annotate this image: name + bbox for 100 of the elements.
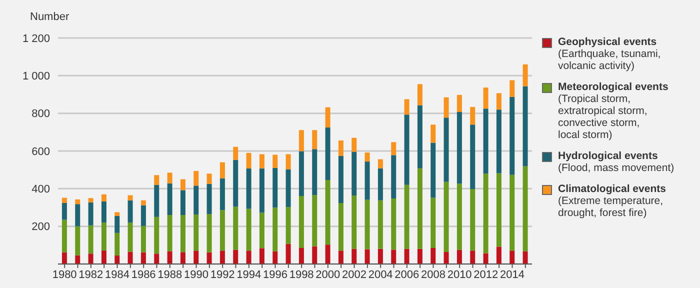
bar: [298, 151, 304, 196]
bar: [510, 96, 515, 175]
bar: [364, 152, 370, 162]
bar: [378, 168, 383, 200]
bar: [286, 169, 291, 208]
bar: [206, 174, 212, 184]
bar: [417, 168, 422, 249]
bar: [312, 149, 318, 196]
x-tick-label: 2010: [447, 268, 472, 281]
bar: [286, 207, 291, 244]
bar: [444, 97, 449, 118]
legend-label: Geophysical events (Earthquake, tsunami, volcanic activity): [558, 36, 661, 72]
bar: [325, 127, 330, 180]
bar: [128, 200, 133, 223]
bar: [206, 184, 212, 214]
x-tick-label: 2006: [394, 268, 420, 281]
bar: [259, 154, 264, 168]
bar: [483, 253, 488, 264]
bar: [259, 168, 264, 213]
bar: [272, 154, 278, 168]
bar: [259, 248, 264, 264]
bar: [233, 146, 238, 160]
bar: [391, 142, 396, 156]
bar: [470, 124, 476, 190]
bar: [194, 186, 199, 214]
bar: [325, 107, 330, 128]
bar: [352, 152, 357, 196]
bar: [246, 152, 252, 169]
bar: [62, 252, 67, 264]
x-tick-label: 1992: [210, 268, 235, 281]
bar: [101, 194, 106, 202]
bar: [220, 162, 225, 178]
x-tick-label: 1988: [158, 268, 182, 281]
bar: [167, 251, 172, 264]
bar: [312, 246, 318, 264]
y-tick-label: 200: [32, 221, 50, 234]
y-tick-label: 800: [32, 108, 50, 120]
bar: [194, 214, 199, 251]
bar: [470, 189, 476, 251]
bar: [325, 180, 330, 245]
bar: [483, 108, 488, 174]
x-tick-label: 1984: [105, 268, 130, 281]
bar: [352, 138, 357, 152]
x-tick-label: 1986: [131, 268, 156, 281]
x-tick-label: 1994: [236, 268, 262, 281]
bar: [154, 175, 160, 185]
bar: [430, 248, 436, 264]
bar: [417, 84, 422, 106]
bar: [114, 212, 120, 216]
bar: [364, 200, 370, 250]
bar: [483, 88, 488, 109]
bar: [391, 198, 396, 250]
x-tick-label: 1998: [289, 268, 314, 281]
bar: [404, 114, 410, 185]
bar: [496, 110, 502, 174]
bar: [140, 205, 146, 226]
bar: [286, 244, 291, 264]
bar: [444, 252, 449, 264]
bar: [206, 252, 212, 264]
y-tick-label: 600: [32, 146, 50, 158]
bar: [298, 248, 304, 264]
bar: [114, 216, 120, 233]
bar: [510, 174, 515, 251]
y-tick-label: 1 000: [22, 70, 50, 83]
bar: [352, 195, 357, 249]
legend-label: Meteorological events (Tropical storm, extratropical storm, convective storm, local storm): [558, 81, 668, 141]
y-tick-label: 1 200: [22, 32, 50, 45]
bar: [510, 250, 515, 264]
bar: [483, 174, 488, 254]
x-tick-label: 2014: [500, 268, 524, 281]
bar: [246, 250, 252, 264]
bar: [456, 184, 462, 250]
x-tick-label: 2008: [421, 268, 446, 281]
bar: [378, 200, 383, 249]
bar: [286, 154, 291, 170]
bar: [404, 99, 410, 115]
bar: [522, 86, 528, 166]
bar: [167, 172, 172, 184]
bar: [75, 199, 80, 204]
bar: [101, 250, 106, 264]
bar: [298, 130, 304, 152]
bar: [364, 249, 370, 264]
bar: [180, 215, 186, 252]
bar: [233, 160, 238, 207]
bar: [391, 155, 396, 198]
bar: [272, 208, 278, 252]
bar: [114, 256, 120, 264]
legend-label: Climatological events (Extreme temperature, drought, forest fire): [558, 183, 666, 219]
bar: [470, 250, 476, 264]
bar: [272, 251, 278, 264]
bar: [312, 195, 318, 246]
bar: [298, 196, 304, 248]
bar: [101, 201, 106, 223]
bar: [259, 212, 264, 248]
bar: [417, 105, 422, 168]
bar: [194, 250, 199, 264]
bar: [404, 184, 410, 249]
bar: [62, 220, 67, 252]
bar: [470, 106, 476, 125]
bar: [88, 202, 94, 226]
